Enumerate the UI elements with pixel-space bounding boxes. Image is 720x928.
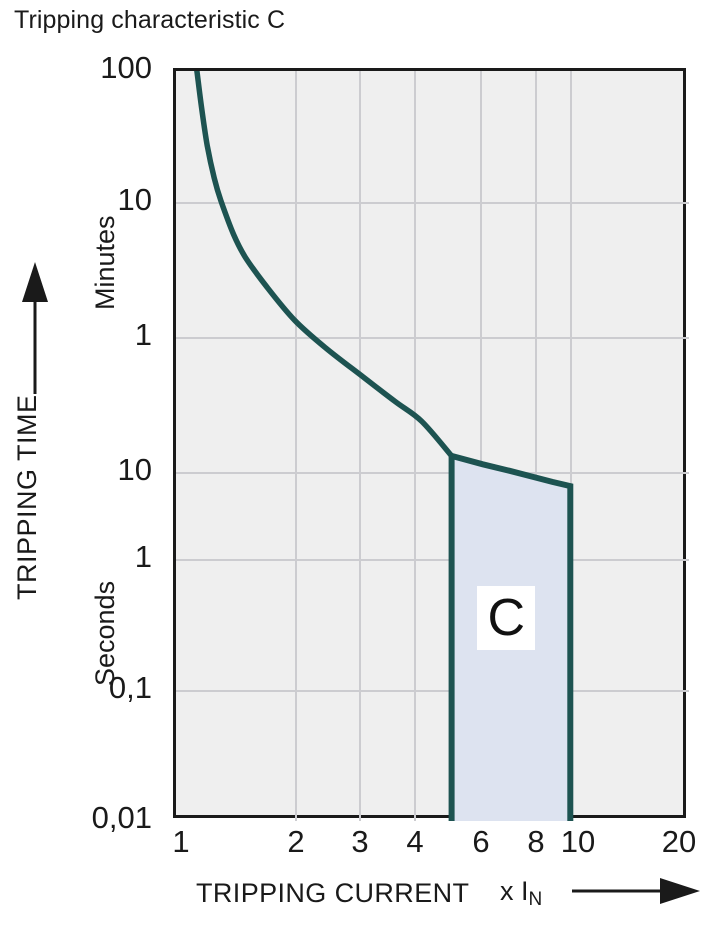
x-axis-title-row: TRIPPING CURRENT x IN [0, 876, 720, 920]
x-tick-6: 6 [472, 824, 490, 859]
x-tick-1: 1 [172, 824, 190, 859]
y-tick-0-1-seconds: 0,1 [108, 670, 152, 705]
plot-svg [176, 71, 689, 821]
plot-area [173, 68, 689, 821]
y-axis-title: TRIPPING TIME [12, 394, 42, 600]
x-axis-unit-prefix: x [500, 876, 514, 906]
y-unit-label-seconds: Seconds [90, 580, 120, 686]
band-label-c: C [477, 585, 536, 650]
y-axis-ticks: 100 10 1 10 1 0,1 0,01 [0, 0, 166, 928]
x-tick-20: 20 [661, 824, 697, 859]
tripping-curve [194, 71, 455, 459]
x-tick-10: 10 [560, 824, 596, 859]
x-tick-3: 3 [351, 824, 369, 859]
x-axis-arrow-icon [572, 878, 700, 904]
x-tick-8: 8 [527, 824, 545, 859]
y-tick-10-seconds: 10 [117, 452, 152, 487]
x-tick-4: 4 [406, 824, 424, 859]
x-axis-unit-label: x IN [500, 876, 542, 910]
horizontal-gridlines [176, 202, 689, 692]
y-tick-100-minutes: 100 [100, 50, 152, 85]
y-tick-10-minutes: 10 [117, 182, 152, 217]
x-axis-title: TRIPPING CURRENT [196, 878, 470, 908]
y-axis-arrow-icon [22, 262, 48, 394]
y-tick-0-01-seconds: 0,01 [91, 800, 152, 835]
x-axis-ticks: 1 2 3 4 6 8 10 20 [0, 824, 720, 868]
x-tick-2: 2 [287, 824, 305, 859]
page-title: Tripping characteristic C [14, 6, 286, 34]
y-unit-label-minutes: Minutes [90, 215, 120, 310]
y-tick-1-second: 1 [134, 539, 152, 574]
x-axis-unit-subscript: N [528, 889, 543, 910]
tripping-band-outline [448, 451, 574, 821]
y-tick-1-minute: 1 [134, 317, 152, 352]
x-axis-unit-symbol: I [521, 876, 529, 906]
